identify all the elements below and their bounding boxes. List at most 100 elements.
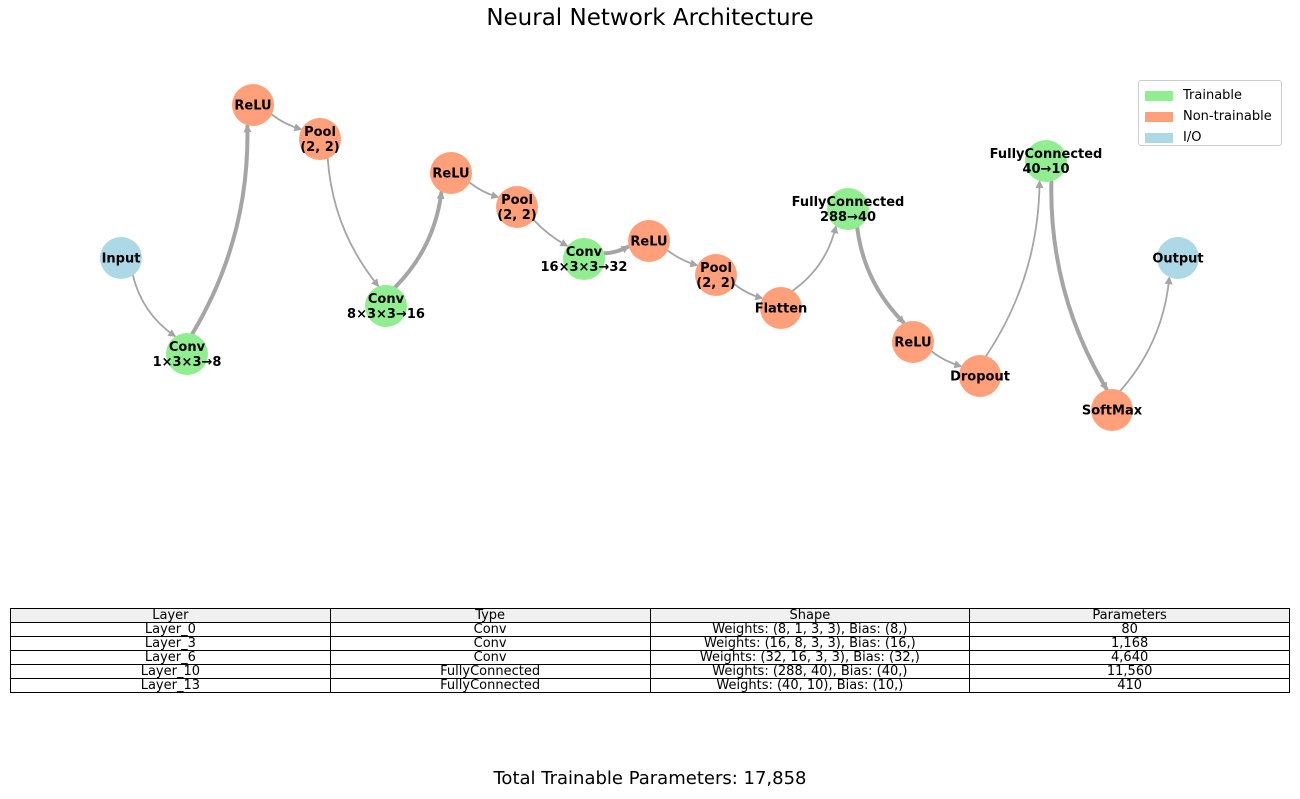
node-circle-flatten (760, 287, 802, 329)
node-label-relu3: ReLU (630, 235, 667, 250)
node-circle-relu4 (892, 321, 934, 363)
table-body: Layer_0 Conv Weights: (8, 1, 3, 3), Bias: … (10, 622, 1290, 693)
node-pool1: Pool (2, 2) (299, 118, 341, 160)
node-dropout: Dropout (950, 355, 1010, 397)
table-cell: Layer_6 (10, 650, 331, 665)
table-cell: Weights: (288, 40), Bias: (40,) (649, 664, 971, 679)
node-circle-relu2 (430, 152, 472, 194)
table-cell: 11,560 (969, 664, 1290, 679)
table-cell: Conv (329, 622, 651, 637)
total-parameters: Total Trainable Parameters: 17,858 (493, 768, 807, 789)
node-input: Input (100, 237, 142, 279)
table-header-cell: Type (329, 608, 651, 623)
table-row: Layer_6 Conv Weights: (32, 16, 3, 3), Bias… (10, 650, 1290, 665)
node-label-dropout: Dropout (950, 370, 1010, 385)
edge-fc2-to-softmax (1049, 179, 1109, 391)
table-cell: FullyConnected (329, 678, 651, 693)
table-header-row: Layer Type Shape Parameters (10, 608, 1290, 623)
edge-flatten-to-fc1 (791, 225, 839, 292)
node-circle-relu3 (628, 220, 670, 262)
node-conv3: Conv 16×3×3→32 (541, 238, 628, 280)
edge-pool2-to-conv3 (532, 218, 569, 247)
node-label-conv3: Conv 16×3×3→32 (541, 245, 628, 275)
legend-swatch (1145, 111, 1173, 122)
table-row: Layer_10 FullyConnected Weights: (288, 40)… (10, 664, 1290, 679)
node-conv1: Conv 1×3×3→8 (153, 333, 222, 375)
table-cell: Conv (329, 636, 651, 651)
node-label-pool1: Pool (2, 2) (300, 125, 339, 155)
legend-item-io: I/O (1145, 127, 1275, 148)
node-label-fc1: FullyConnected 288→40 (792, 195, 905, 225)
node-circle-softmax (1091, 389, 1133, 431)
node-circle-relu1 (232, 84, 274, 126)
nodes-layer: Input Conv 1×3×3→8 ReLU Pool (2, 2) Conv 8×3×3→… (100, 84, 1204, 431)
node-circle-conv1 (166, 333, 208, 375)
table-cell: 80 (969, 622, 1290, 637)
edge-conv3-to-relu3 (602, 244, 630, 256)
node-label-pool3: Pool (2, 2) (696, 261, 735, 291)
node-circle-dropout (959, 355, 1001, 397)
edge-pool1-to-conv2 (326, 157, 380, 288)
edge-pool3-to-flatten (733, 283, 764, 301)
legend-label: Trainable (1183, 88, 1243, 103)
diagram-title: Neural Network Architecture (486, 5, 814, 31)
legend: Trainable Non-trainable I/O (1138, 80, 1282, 146)
legend-swatch (1145, 132, 1173, 143)
node-output: Output (1152, 237, 1204, 279)
table-cell: 1,168 (969, 636, 1290, 651)
edges-layer (131, 113, 1173, 392)
table-cell: Weights: (32, 16, 3, 3), Bias: (32,) (649, 650, 971, 665)
node-label-relu1: ReLU (234, 99, 271, 114)
table-header-cell: Layer (10, 608, 331, 623)
table-cell: Weights: (16, 8, 3, 3), Bias: (16,) (649, 636, 971, 651)
node-circle-input (100, 237, 142, 279)
node-circle-fc1 (827, 188, 869, 230)
node-relu1: ReLU (232, 84, 274, 126)
node-label-conv1: Conv 1×3×3→8 (153, 340, 222, 370)
legend-label: I/O (1183, 130, 1202, 145)
legend-swatch (1145, 90, 1173, 101)
edge-relu1-to-pool1 (270, 113, 303, 132)
table-row: Layer_13 FullyConnected Weights: (40, 10),… (10, 678, 1290, 693)
node-softmax: SoftMax (1082, 389, 1143, 431)
table-cell: Layer_0 (10, 622, 331, 637)
table-cell: Layer_3 (10, 636, 331, 651)
legend-item-non-trainable: Non-trainable (1145, 106, 1275, 127)
node-circle-pool3 (695, 254, 737, 296)
node-label-output: Output (1152, 252, 1203, 267)
edge-input-to-conv1 (131, 274, 177, 338)
edge-relu2-to-pool2 (468, 181, 500, 200)
edge-relu3-to-pool3 (666, 249, 699, 268)
edge-softmax-to-output (1119, 276, 1173, 392)
table-cell: Layer_13 (10, 678, 331, 693)
node-conv2: Conv 8×3×3→16 (347, 285, 425, 327)
node-relu2: ReLU (430, 152, 472, 194)
edge-dropout-to-fc2 (985, 180, 1044, 357)
table-cell: Layer_10 (10, 664, 331, 679)
table-cell: FullyConnected (329, 664, 651, 679)
network-diagram: Input Conv 1×3×3→8 ReLU Pool (2, 2) Conv 8×3×3→… (100, 84, 1204, 431)
node-circle-pool2 (496, 186, 538, 228)
edge-conv1-to-relu1 (190, 124, 252, 336)
node-label-fc2: FullyConnected 40→10 (990, 147, 1103, 177)
node-label-flatten: Flatten (755, 302, 808, 317)
node-fc2: FullyConnected 40→10 (990, 140, 1103, 182)
table-row: Layer_3 Conv Weights: (16, 8, 3, 3), Bias:… (10, 636, 1290, 651)
edge-fc1-to-relu4 (855, 225, 906, 325)
node-circle-conv2 (365, 285, 407, 327)
node-label-input: Input (102, 252, 141, 267)
table-cell: 410 (969, 678, 1290, 693)
node-label-softmax: SoftMax (1082, 404, 1143, 419)
node-label-relu4: ReLU (894, 336, 931, 351)
table-cell: Weights: (40, 10), Bias: (10,) (649, 678, 971, 693)
node-relu4: ReLU (892, 321, 934, 363)
node-circle-fc2 (1025, 140, 1067, 182)
table-header-cell: Shape (649, 608, 971, 623)
node-label-pool2: Pool (2, 2) (497, 193, 536, 223)
table-cell: 4,640 (969, 650, 1290, 665)
node-pool3: Pool (2, 2) (695, 254, 737, 296)
node-circle-conv3 (563, 238, 605, 280)
table-header-cell: Parameters (969, 608, 1290, 623)
node-pool2: Pool (2, 2) (496, 186, 538, 228)
node-relu3: ReLU (628, 220, 670, 262)
